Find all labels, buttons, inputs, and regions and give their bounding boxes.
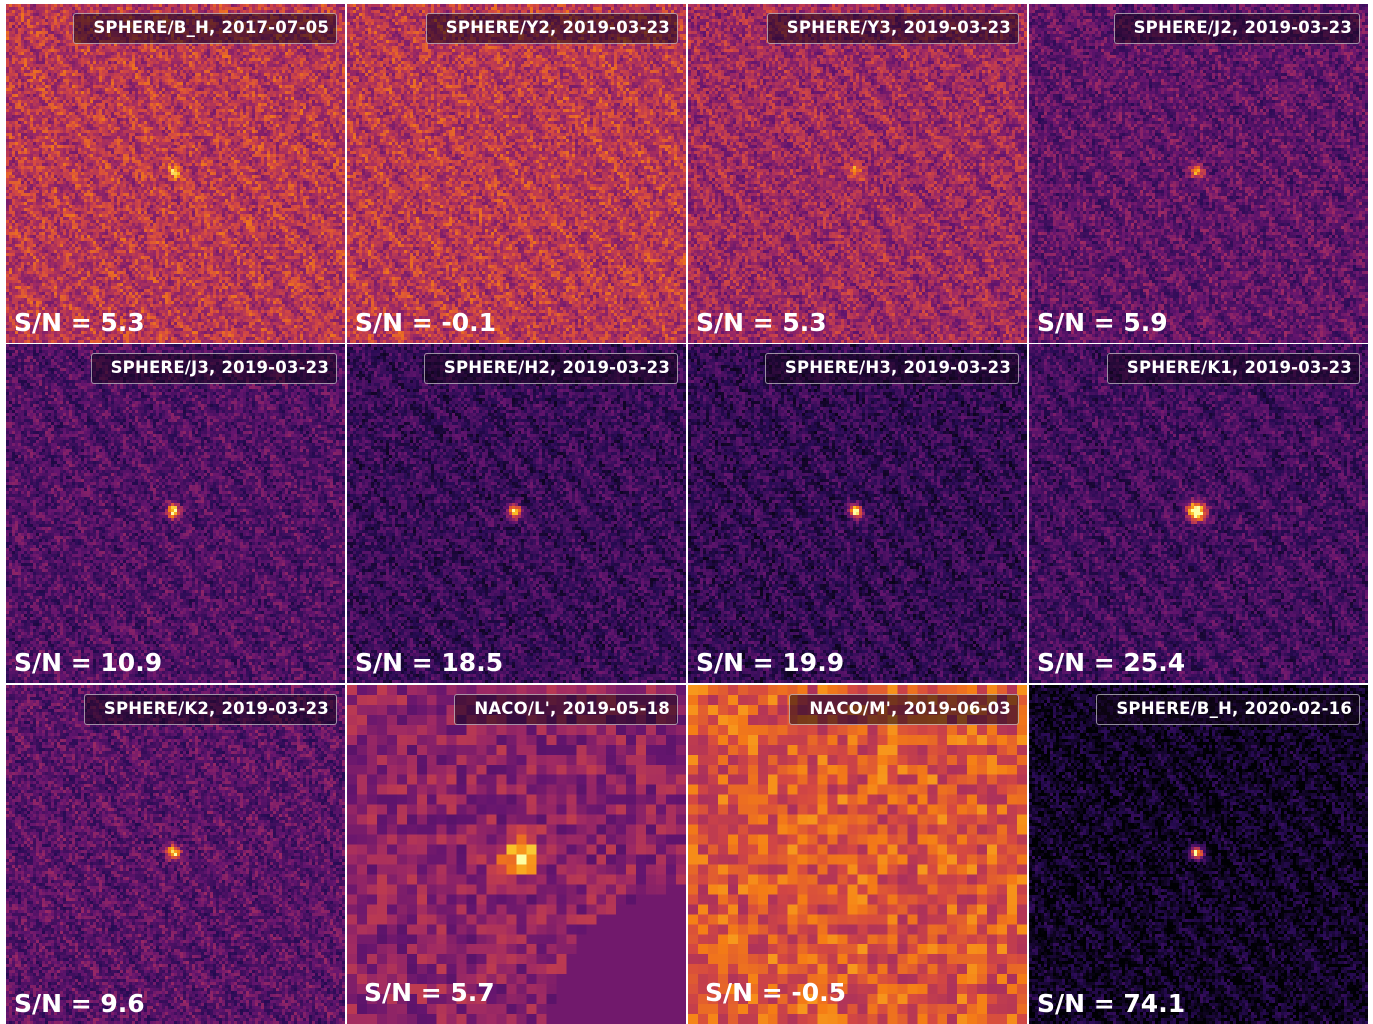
snr-value: S/N = 19.9 (696, 648, 845, 677)
panel-label: SPHERE/Y2, 2019-03-23 (425, 13, 678, 44)
panel-label: NACO/M', 2019-06-03 (789, 694, 1019, 725)
snr-value: S/N = 5.3 (14, 308, 145, 337)
snr-value: S/N = -0.5 (705, 978, 847, 1007)
residual-image (1029, 4, 1368, 343)
snr-value: S/N = 5.9 (1037, 308, 1168, 337)
snr-value: S/N = 74.1 (1037, 989, 1186, 1018)
panel-label: SPHERE/H2, 2019-03-23 (423, 353, 678, 384)
snr-value: S/N = 10.9 (14, 648, 163, 677)
image-panel: SPHERE/H3, 2019-03-23 S/N = 19.9 (688, 344, 1027, 683)
image-panel: SPHERE/H2, 2019-03-23 S/N = 18.5 (347, 344, 686, 683)
residual-image (6, 344, 345, 683)
image-panel: NACO/L', 2019-05-18 S/N = 5.7 (347, 685, 686, 1024)
image-panel: NACO/M', 2019-06-03 S/N = -0.5 (688, 685, 1027, 1024)
panel-label: SPHERE/B_H, 2017-07-05 (73, 13, 337, 44)
panel-label: SPHERE/Y3, 2019-03-23 (766, 13, 1019, 44)
residual-image (1029, 685, 1368, 1024)
image-panel: SPHERE/Y3, 2019-03-23 S/N = 5.3 (688, 4, 1027, 343)
snr-value: S/N = 9.6 (14, 989, 145, 1018)
image-panel: SPHERE/J2, 2019-03-23 S/N = 5.9 (1029, 4, 1368, 343)
panel-label: SPHERE/B_H, 2020-02-16 (1096, 694, 1360, 725)
panel-label: SPHERE/K2, 2019-03-23 (83, 694, 337, 725)
residual-image (347, 685, 686, 1024)
panel-label: SPHERE/K1, 2019-03-23 (1106, 353, 1360, 384)
residual-image (688, 4, 1027, 343)
panel-label: SPHERE/J3, 2019-03-23 (90, 353, 337, 384)
image-panel: SPHERE/K1, 2019-03-23 S/N = 25.4 (1029, 344, 1368, 683)
residual-image (6, 4, 345, 343)
residual-image (1029, 344, 1368, 683)
panel-label: SPHERE/H3, 2019-03-23 (764, 353, 1019, 384)
residual-image (688, 344, 1027, 683)
residual-image (347, 344, 686, 683)
image-panel: SPHERE/B_H, 2020-02-16 S/N = 74.1 (1029, 685, 1368, 1024)
image-panel: SPHERE/Y2, 2019-03-23 S/N = -0.1 (347, 4, 686, 343)
snr-value: S/N = 25.4 (1037, 648, 1186, 677)
image-panel: SPHERE/K2, 2019-03-23 S/N = 9.6 (6, 685, 345, 1024)
residual-image (347, 4, 686, 343)
snr-value: S/N = 18.5 (355, 648, 504, 677)
panel-label: NACO/L', 2019-05-18 (454, 694, 678, 725)
image-panel: SPHERE/B_H, 2017-07-05 S/N = 5.3 (6, 4, 345, 343)
snr-value: S/N = -0.1 (355, 308, 497, 337)
residual-image (688, 685, 1027, 1024)
snr-value: S/N = 5.3 (696, 308, 827, 337)
image-panel: SPHERE/J3, 2019-03-23 S/N = 10.9 (6, 344, 345, 683)
snr-value: S/N = 5.7 (364, 978, 495, 1007)
residual-image (6, 685, 345, 1024)
panel-label: SPHERE/J2, 2019-03-23 (1113, 13, 1360, 44)
